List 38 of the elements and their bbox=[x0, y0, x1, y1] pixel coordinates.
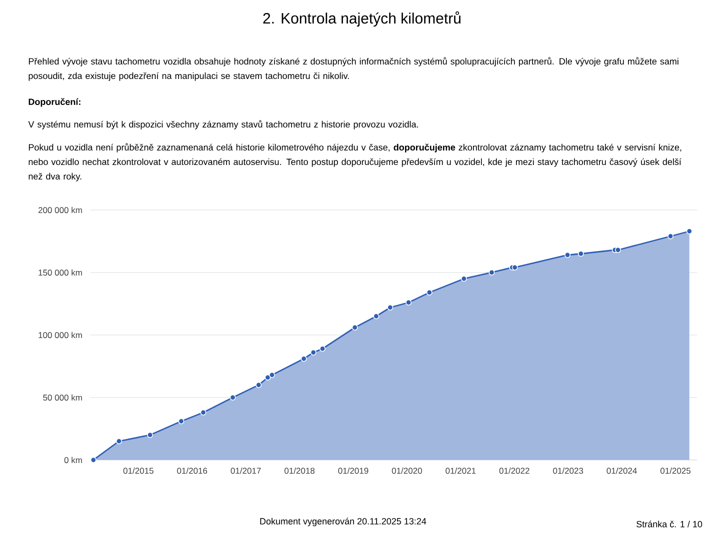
y-tick-label: 100 000 km bbox=[38, 332, 82, 338]
point bbox=[352, 324, 358, 330]
point bbox=[90, 456, 96, 463]
text: Dokument vygenerován 20.11.2025 13:24 bbox=[260, 518, 426, 526]
point bbox=[256, 382, 262, 388]
point bbox=[614, 246, 621, 253]
x-tick-label: 01/2025 bbox=[660, 468, 691, 474]
point bbox=[269, 372, 276, 378]
point bbox=[512, 264, 518, 270]
x-tick-label: 01/2021 bbox=[446, 468, 476, 474]
y-tick-label: 0 km bbox=[64, 456, 82, 464]
text: Stránka č. 1 / 10 bbox=[636, 520, 702, 528]
text: Přehled vývoje stavu tachometru vozidla obsahuje hodnoty získané z dostupných informačních systémů spolupracujících partnerů. Dle vývoje grafu můžete sami posoudit, zda existuje podezření na manipulaci se stavem tachometru či nikoliv. bbox=[28, 57, 678, 81]
point bbox=[147, 432, 154, 438]
point bbox=[488, 269, 495, 276]
y-tick-label: 150 000 km bbox=[38, 269, 82, 276]
point bbox=[387, 304, 394, 310]
point bbox=[426, 289, 432, 296]
x-tick-label: 01/2024 bbox=[606, 468, 637, 474]
point bbox=[264, 374, 271, 380]
x-tick-label: 01/2015 bbox=[123, 468, 154, 474]
y-tick-label: 200 000 km bbox=[38, 206, 82, 214]
x-tick-label: 01/2022 bbox=[499, 468, 530, 474]
text: V systému nemusí být k dispozici všechny záznamy stavů tachometru z historie provozu vozidla. bbox=[28, 120, 418, 130]
x-tick-label: 01/2016 bbox=[177, 468, 208, 474]
x-tick-label: 01/2020 bbox=[392, 468, 422, 474]
chart-title: 2. Kontrola najetých kilometrů bbox=[263, 11, 460, 27]
x-tick-label: 01/2017 bbox=[230, 468, 261, 474]
y-tick-label: 50 000 km bbox=[43, 394, 82, 401]
point bbox=[230, 394, 236, 400]
x-tick-label: 01/2023 bbox=[553, 468, 584, 474]
point bbox=[406, 299, 412, 306]
text: Doporučení: bbox=[28, 98, 80, 107]
point bbox=[310, 349, 316, 356]
text: Pokud u vozidla není průběžně zaznamenaná celá historie kilometrového nájezdu v čase, doporučujeme zkontrolovat záznamy tachometru také v servisní knize, nebo vozidlo nechat zkontrolovat v autorizovaném autoservisu. Tento postup doporučujeme především u vozidel, kde je mezi stavy tachometru časový úsek delší než dva roky. bbox=[28, 143, 682, 182]
point bbox=[200, 409, 206, 416]
x-tick-label: 01/2018 bbox=[284, 468, 315, 474]
x-tick-label: 01/2019 bbox=[338, 468, 368, 474]
